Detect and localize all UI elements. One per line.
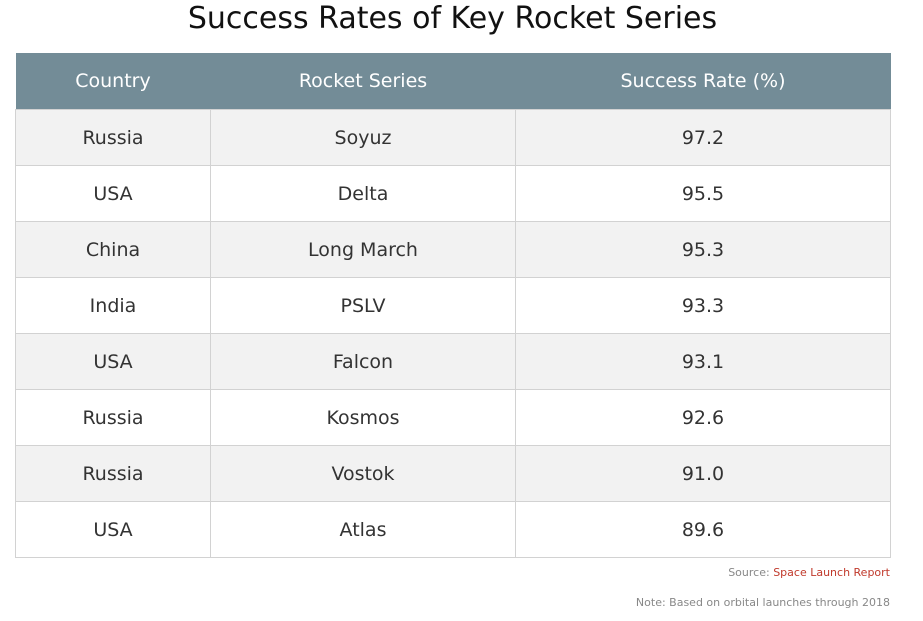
- cell-success-rate: 95.3: [515, 221, 891, 278]
- cell-rocket-series: Delta: [210, 165, 516, 222]
- table-row: India PSLV 93.3: [15, 277, 891, 334]
- column-header-country: Country: [15, 53, 211, 110]
- table-row: USA Falcon 93.1: [15, 333, 891, 390]
- cell-country: Russia: [15, 389, 211, 446]
- cell-country: Russia: [15, 445, 211, 502]
- table-row: Russia Soyuz 97.2: [15, 109, 891, 166]
- cell-success-rate: 93.3: [515, 277, 891, 334]
- cell-success-rate: 91.0: [515, 445, 891, 502]
- success-rate-table: Country Rocket Series Success Rate (%) R…: [15, 53, 891, 558]
- table-row: Russia Vostok 91.0: [15, 445, 891, 502]
- table-row: Russia Kosmos 92.6: [15, 389, 891, 446]
- cell-rocket-series: Long March: [210, 221, 516, 278]
- cell-country: USA: [15, 165, 211, 222]
- cell-success-rate: 92.6: [515, 389, 891, 446]
- cell-success-rate: 93.1: [515, 333, 891, 390]
- cell-rocket-series: Vostok: [210, 445, 516, 502]
- cell-country: USA: [15, 333, 211, 390]
- table-header-row: Country Rocket Series Success Rate (%): [15, 53, 891, 110]
- cell-success-rate: 95.5: [515, 165, 891, 222]
- footnote: Note: Based on orbital launches through …: [635, 596, 890, 609]
- table-row: USA Delta 95.5: [15, 165, 891, 222]
- cell-rocket-series: Kosmos: [210, 389, 516, 446]
- cell-success-rate: 89.6: [515, 501, 891, 558]
- cell-country: China: [15, 221, 211, 278]
- chart-title: Success Rates of Key Rocket Series: [187, 1, 718, 36]
- table-row: China Long March 95.3: [15, 221, 891, 278]
- cell-country: India: [15, 277, 211, 334]
- column-header-success-rate: Success Rate (%): [515, 53, 891, 110]
- table-row: USA Atlas 89.6: [15, 501, 891, 558]
- cell-rocket-series: Falcon: [210, 333, 516, 390]
- cell-rocket-series: PSLV: [210, 277, 516, 334]
- source-label: Source:: [728, 566, 770, 579]
- cell-success-rate: 97.2: [515, 109, 891, 166]
- cell-country: Russia: [15, 109, 211, 166]
- source-link[interactable]: Space Launch Report: [773, 566, 890, 579]
- cell-rocket-series: Soyuz: [210, 109, 516, 166]
- column-header-rocket-series: Rocket Series: [210, 53, 516, 110]
- source-credit: Source: Space Launch Report: [728, 566, 890, 579]
- cell-country: USA: [15, 501, 211, 558]
- cell-rocket-series: Atlas: [210, 501, 516, 558]
